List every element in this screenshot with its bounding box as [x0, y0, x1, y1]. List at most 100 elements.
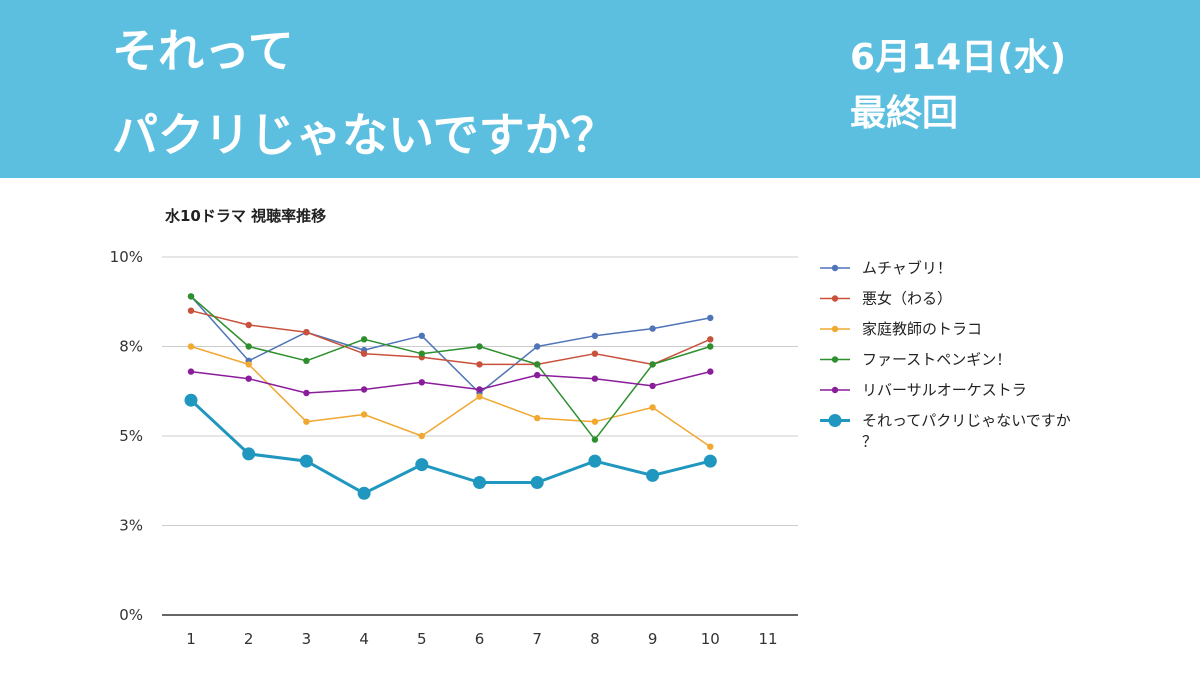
legend-item: リバーサルオーケストラ: [820, 381, 1027, 399]
data-point: [242, 447, 256, 461]
data-point: [649, 361, 656, 368]
data-point: [534, 414, 541, 422]
data-point: [187, 368, 195, 375]
x-tick-label: 8: [590, 630, 600, 648]
show-title-line1: それって: [112, 24, 294, 78]
data-point: [707, 314, 714, 322]
legend-label: 悪女（わる）: [862, 290, 952, 308]
legend-swatch-dot: [831, 386, 839, 394]
data-point: [591, 436, 599, 443]
data-point: [245, 375, 252, 382]
data-point: [707, 443, 714, 450]
data-point: [360, 336, 368, 343]
legend-item: 家庭教師のトラコ: [820, 320, 982, 338]
data-point: [530, 476, 544, 489]
legend-label: リバーサルオーケストラ: [862, 381, 1027, 399]
x-tick-label: 9: [648, 630, 658, 648]
data-point: [187, 293, 195, 300]
data-point: [360, 411, 368, 418]
legend-label: ファーストペンギン！: [862, 351, 1011, 369]
data-point: [476, 393, 483, 400]
x-tick-label: 6: [475, 630, 485, 648]
y-tick-label: 3%: [119, 517, 143, 535]
y-tick-label: 5%: [119, 427, 143, 445]
data-point: [646, 468, 660, 482]
legend-swatch-dot: [831, 295, 839, 302]
series-1: [187, 293, 714, 397]
data-point: [649, 325, 656, 332]
series-line: [189, 399, 711, 495]
data-point: [476, 343, 483, 350]
legend-swatch-dot: [831, 356, 839, 363]
chart-title: 水10ドラマ 視聴率推移: [165, 207, 327, 225]
data-point: [588, 454, 602, 468]
final-episode-label: 最終回: [850, 93, 959, 134]
data-point: [591, 375, 599, 382]
legend-item: ファーストペンギン！: [820, 351, 1011, 369]
legend-item: 悪女（わる）: [820, 290, 952, 308]
data-point: [707, 343, 714, 350]
x-tick-label: 3: [302, 630, 312, 648]
gridlines: [162, 256, 798, 616]
legend-swatch-dot: [828, 414, 842, 427]
data-point: [415, 458, 429, 472]
data-point: [534, 371, 541, 379]
series-4: [187, 293, 714, 443]
data-point: [418, 432, 425, 440]
data-point: [703, 454, 717, 468]
data-point: [707, 368, 714, 375]
x-axis-ticks: 1 2 3 4 5 6 7 8 9 10 11: [186, 630, 777, 648]
legend-item: ムチャブリ！: [820, 259, 952, 277]
legend-label: それってパクリじゃないですか？: [862, 412, 1071, 451]
data-point: [245, 321, 252, 329]
data-point: [476, 361, 483, 368]
x-tick-label: 10: [701, 630, 720, 648]
header-banner: それって パクリじゃないですか？ 6月14日(水) 最終回: [0, 0, 1200, 178]
data-point: [245, 361, 252, 368]
data-point: [184, 393, 198, 407]
data-point: [707, 336, 714, 343]
y-tick-label: 10%: [110, 248, 143, 266]
legend-swatch-dot: [831, 325, 839, 333]
series-2: [187, 307, 714, 368]
data-point: [534, 343, 541, 350]
series-lines: [184, 293, 717, 500]
series-6: [184, 393, 717, 500]
x-tick-label: 5: [417, 630, 427, 648]
data-point: [418, 332, 425, 339]
data-point: [418, 350, 425, 357]
series-line: [190, 309, 711, 366]
data-point: [299, 454, 313, 468]
data-point: [357, 486, 371, 500]
data-point: [418, 379, 425, 386]
data-point: [360, 386, 368, 393]
series-line: [190, 345, 711, 448]
data-point: [591, 350, 599, 357]
series-5: [187, 368, 714, 397]
data-point: [476, 386, 483, 393]
data-point: [303, 389, 310, 397]
data-point: [534, 361, 541, 368]
data-point: [245, 343, 252, 350]
x-tick-label: 11: [758, 630, 777, 648]
legend-item: それってパクリじゃないですか？: [820, 412, 1071, 451]
data-point: [303, 418, 310, 425]
legend-label: ムチャブリ！: [862, 259, 952, 277]
broadcast-date: 6月14日(水): [850, 37, 1067, 78]
series-line: [190, 295, 711, 441]
series-line: [190, 295, 711, 394]
show-title-line2: パクリじゃないですか？: [112, 108, 617, 162]
data-point: [187, 343, 195, 350]
data-point: [649, 382, 656, 390]
data-point: [649, 404, 656, 411]
series-line: [190, 370, 711, 394]
y-tick-label: 0%: [119, 606, 143, 624]
data-point: [473, 476, 486, 489]
data-point: [303, 329, 310, 336]
series-3: [187, 343, 714, 450]
legend-swatch-dot: [831, 264, 839, 272]
y-tick-label: 8%: [119, 338, 143, 356]
data-point: [591, 418, 599, 425]
